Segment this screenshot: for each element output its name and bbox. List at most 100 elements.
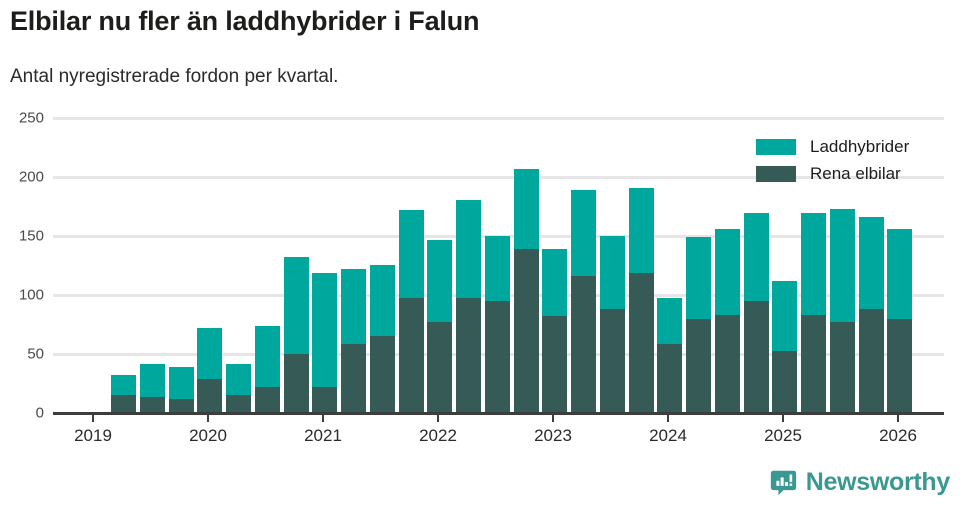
bar-stack bbox=[254, 325, 280, 412]
bar-stack bbox=[369, 264, 395, 412]
bar-segment-rena-elbilar bbox=[197, 378, 223, 412]
bar-stack bbox=[743, 212, 769, 412]
bar-segment-rena-elbilar bbox=[714, 315, 740, 412]
x-axis-tick-mark bbox=[552, 412, 554, 422]
bar-segment-laddhybrider bbox=[312, 272, 338, 388]
bar-segment-laddhybrider bbox=[427, 239, 453, 323]
bar-segment-laddhybrider bbox=[254, 325, 280, 388]
x-axis-tick-mark bbox=[207, 412, 209, 422]
bar-stack bbox=[772, 281, 798, 412]
bar-stack bbox=[714, 229, 740, 412]
bar-segment-rena-elbilar bbox=[484, 301, 510, 412]
bar-segment-laddhybrider bbox=[111, 375, 136, 396]
bar-segment-rena-elbilar bbox=[369, 336, 395, 412]
x-axis-tick-label: 2022 bbox=[419, 426, 457, 445]
bar-segment-rena-elbilar bbox=[226, 395, 251, 412]
bar-stack bbox=[168, 367, 194, 412]
x-axis-tick-label: 2025 bbox=[764, 426, 802, 445]
bar-segment-rena-elbilar bbox=[168, 399, 194, 412]
bar-segment-rena-elbilar bbox=[542, 316, 568, 412]
bar-stack bbox=[513, 168, 539, 412]
x-axis-tick-mark bbox=[322, 412, 324, 422]
x-axis-tick-label: 2021 bbox=[304, 426, 342, 445]
bar-stack bbox=[599, 236, 625, 412]
bar-segment-laddhybrider bbox=[513, 168, 539, 250]
bar-segment-rena-elbilar bbox=[398, 297, 424, 412]
x-axis-tick-mark bbox=[782, 412, 784, 422]
bar-segment-rena-elbilar bbox=[887, 318, 913, 412]
bar-segment-laddhybrider bbox=[456, 199, 481, 298]
bar-segment-laddhybrider bbox=[686, 237, 711, 319]
plot-area bbox=[62, 117, 944, 418]
bar-stack bbox=[829, 209, 855, 412]
y-axis-tick-mark bbox=[53, 235, 62, 238]
legend-swatch-laddhybrider bbox=[756, 138, 796, 155]
bar-segment-laddhybrider bbox=[139, 363, 165, 397]
bar-stack bbox=[887, 229, 913, 412]
chart-title: Elbilar nu fler än laddhybrider i Falun bbox=[10, 6, 480, 36]
x-axis-tick-label: 2026 bbox=[879, 426, 917, 445]
bar-stack bbox=[628, 187, 654, 412]
bar-segment-laddhybrider bbox=[341, 269, 366, 344]
bar-segment-laddhybrider bbox=[168, 367, 194, 400]
bar-stack bbox=[456, 199, 481, 412]
y-axis-tick-label: 250 bbox=[18, 109, 44, 127]
x-axis-tick-label: 2020 bbox=[189, 426, 227, 445]
bar-segment-laddhybrider bbox=[542, 249, 568, 317]
bar-segment-rena-elbilar bbox=[657, 343, 683, 412]
bar-segment-laddhybrider bbox=[599, 236, 625, 310]
bar-segment-rena-elbilar bbox=[772, 350, 798, 412]
bar-segment-laddhybrider bbox=[628, 187, 654, 273]
bar-segment-laddhybrider bbox=[226, 363, 251, 396]
x-axis-tick-label: 2019 bbox=[74, 426, 112, 445]
bar-segment-laddhybrider bbox=[714, 229, 740, 316]
bar-segment-laddhybrider bbox=[197, 328, 223, 379]
bar-segment-laddhybrider bbox=[887, 229, 913, 319]
newsworthy-wordmark: Newsworthy bbox=[805, 468, 951, 496]
bar-segment-rena-elbilar bbox=[111, 395, 136, 412]
bar-segment-rena-elbilar bbox=[801, 315, 826, 412]
y-axis-tick-mark bbox=[53, 353, 62, 356]
legend-swatch-rena-elbilar bbox=[756, 165, 796, 182]
legend-label-rena-elbilar: Rena elbilar bbox=[810, 163, 901, 183]
bar-segment-laddhybrider bbox=[398, 210, 424, 298]
bar-segment-rena-elbilar bbox=[312, 387, 338, 412]
bar-segment-rena-elbilar bbox=[254, 387, 280, 412]
y-axis-tick-mark bbox=[53, 294, 62, 297]
x-axis-tick-mark bbox=[667, 412, 669, 422]
bar-segment-laddhybrider bbox=[743, 212, 769, 302]
bar-stack bbox=[398, 210, 424, 412]
bar-stack bbox=[283, 257, 309, 412]
x-axis-tick-mark bbox=[92, 412, 94, 422]
bar-stack bbox=[657, 297, 683, 412]
bar-segment-laddhybrider bbox=[484, 236, 510, 302]
bar-chart-speech-bubble-icon bbox=[770, 469, 797, 496]
bar-stack bbox=[686, 237, 711, 412]
y-axis-tick-mark bbox=[53, 176, 62, 179]
bar-segment-rena-elbilar bbox=[829, 322, 855, 412]
gridline bbox=[62, 117, 944, 120]
bar-segment-rena-elbilar bbox=[341, 343, 366, 412]
bar-segment-rena-elbilar bbox=[283, 354, 309, 412]
legend-item-laddhybrider: Laddhybrider bbox=[756, 133, 909, 160]
bar-stack bbox=[484, 236, 510, 412]
legend-item-rena-elbilar: Rena elbilar bbox=[756, 160, 909, 187]
bar-segment-rena-elbilar bbox=[456, 297, 481, 412]
bar-stack bbox=[858, 217, 884, 412]
bar-stack bbox=[427, 239, 453, 412]
bar-segment-rena-elbilar bbox=[139, 396, 165, 412]
bar-stack bbox=[197, 328, 223, 412]
bar-stack bbox=[139, 363, 165, 412]
y-axis-tick-label: 50 bbox=[27, 345, 44, 363]
x-axis-tick-label: 2024 bbox=[649, 426, 687, 445]
x-axis-tick-mark bbox=[437, 412, 439, 422]
y-axis-tick-mark bbox=[53, 412, 62, 415]
bar-segment-laddhybrider bbox=[801, 212, 826, 316]
chart-subtitle: Antal nyregistrerade fordon per kvartal. bbox=[10, 66, 339, 87]
bar-segment-laddhybrider bbox=[829, 209, 855, 323]
y-axis-tick-label: 200 bbox=[18, 168, 44, 186]
bar-stack bbox=[341, 269, 366, 412]
bar-segment-laddhybrider bbox=[858, 217, 884, 310]
y-axis-tick-label: 0 bbox=[35, 404, 44, 422]
gridline bbox=[62, 176, 944, 179]
